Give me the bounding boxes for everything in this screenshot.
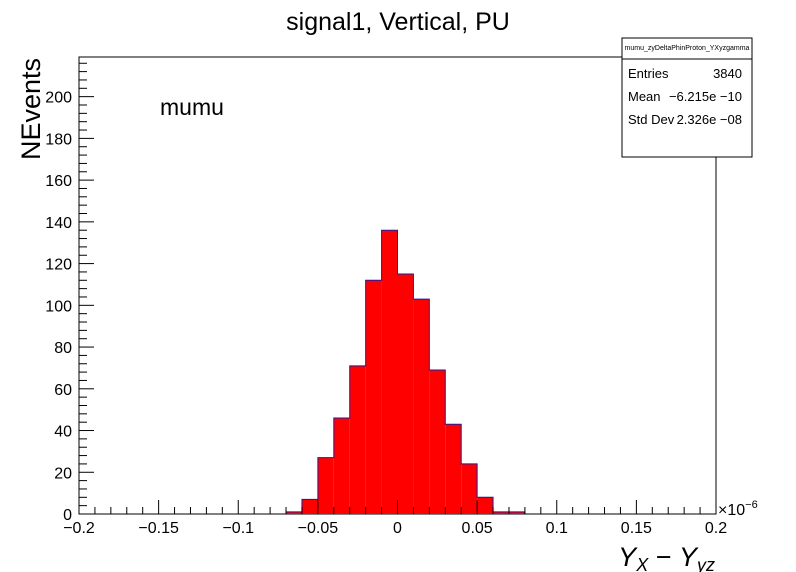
y-tick-label: 20 bbox=[54, 465, 72, 482]
x-tick-label: −0.05 bbox=[298, 520, 339, 537]
histogram-bar bbox=[461, 463, 478, 514]
histogram-bar bbox=[493, 511, 509, 514]
histogram-bar bbox=[477, 497, 494, 514]
stats-box-frame bbox=[621, 37, 753, 158]
histogram-bar bbox=[301, 499, 318, 514]
histogram-bar bbox=[429, 370, 446, 514]
x-tick-label: −0.15 bbox=[138, 520, 179, 537]
stats-stddev-value: 2.326e −08 bbox=[677, 112, 742, 127]
y-tick-label: 100 bbox=[45, 298, 72, 315]
stats-mean-value: −6.215e −10 bbox=[669, 89, 742, 104]
y-tick-label: 140 bbox=[45, 215, 72, 232]
channel-annotation: mumu bbox=[160, 94, 224, 120]
y-tick-label: 180 bbox=[45, 131, 72, 148]
y-tick-label: 160 bbox=[45, 173, 72, 190]
stats-box: mumu_zyDeltaPhinProton_YXyzgamma Entries… bbox=[621, 37, 753, 158]
x-tick-label: 0.05 bbox=[462, 520, 493, 537]
y-axis-ticks: 0 20 40 60 80 100 120 140 160 180 200 bbox=[45, 62, 94, 524]
x-tick-label: 0.2 bbox=[705, 520, 727, 537]
x-axis-ticks: −0.2 −0.15 −0.1 −0.05 0 0.05 0.1 0.15 0.2 bbox=[63, 500, 727, 537]
x-axis-label: YX − Yγz bbox=[618, 542, 715, 572]
histogram-bar bbox=[286, 511, 302, 514]
x-tick-label: −0.1 bbox=[222, 520, 254, 537]
y-tick-label: 80 bbox=[54, 340, 72, 357]
y-axis-label: NEvents bbox=[16, 58, 46, 160]
stats-entries-label: Entries bbox=[628, 66, 669, 81]
histogram-bar bbox=[397, 274, 414, 514]
stats-box-title: mumu_zyDeltaPhinProton_YXyzgamma bbox=[625, 45, 750, 52]
histogram-outline bbox=[285, 229, 526, 514]
x-tick-label: 0.15 bbox=[621, 520, 652, 537]
histogram-bar bbox=[508, 511, 525, 514]
x-tick-label: 0 bbox=[393, 520, 402, 537]
y-tick-label: 0 bbox=[63, 507, 72, 524]
histogram-bar bbox=[365, 280, 382, 514]
stats-stddev-label: Std Dev bbox=[628, 112, 675, 127]
histogram-bars bbox=[286, 230, 525, 514]
y-tick-label: 60 bbox=[54, 382, 72, 399]
stats-entries-value: 3840 bbox=[713, 66, 742, 81]
histogram-bar bbox=[333, 418, 350, 514]
x-tick-label: 0.1 bbox=[546, 520, 568, 537]
histogram-bar bbox=[381, 230, 398, 514]
histogram-bar bbox=[349, 365, 366, 514]
histogram-bar bbox=[413, 299, 430, 514]
x-axis-exponent: ×10−6 bbox=[718, 499, 758, 519]
chart-title: signal1, Vertical, PU bbox=[286, 8, 510, 36]
y-tick-label: 40 bbox=[54, 424, 72, 441]
histogram-bar bbox=[445, 424, 462, 514]
histogram-bar bbox=[317, 457, 334, 514]
x-tick-label: −0.2 bbox=[63, 520, 95, 537]
y-tick-label: 120 bbox=[45, 257, 72, 274]
y-tick-label: 200 bbox=[45, 90, 72, 107]
stats-mean-label: Mean bbox=[628, 89, 661, 104]
